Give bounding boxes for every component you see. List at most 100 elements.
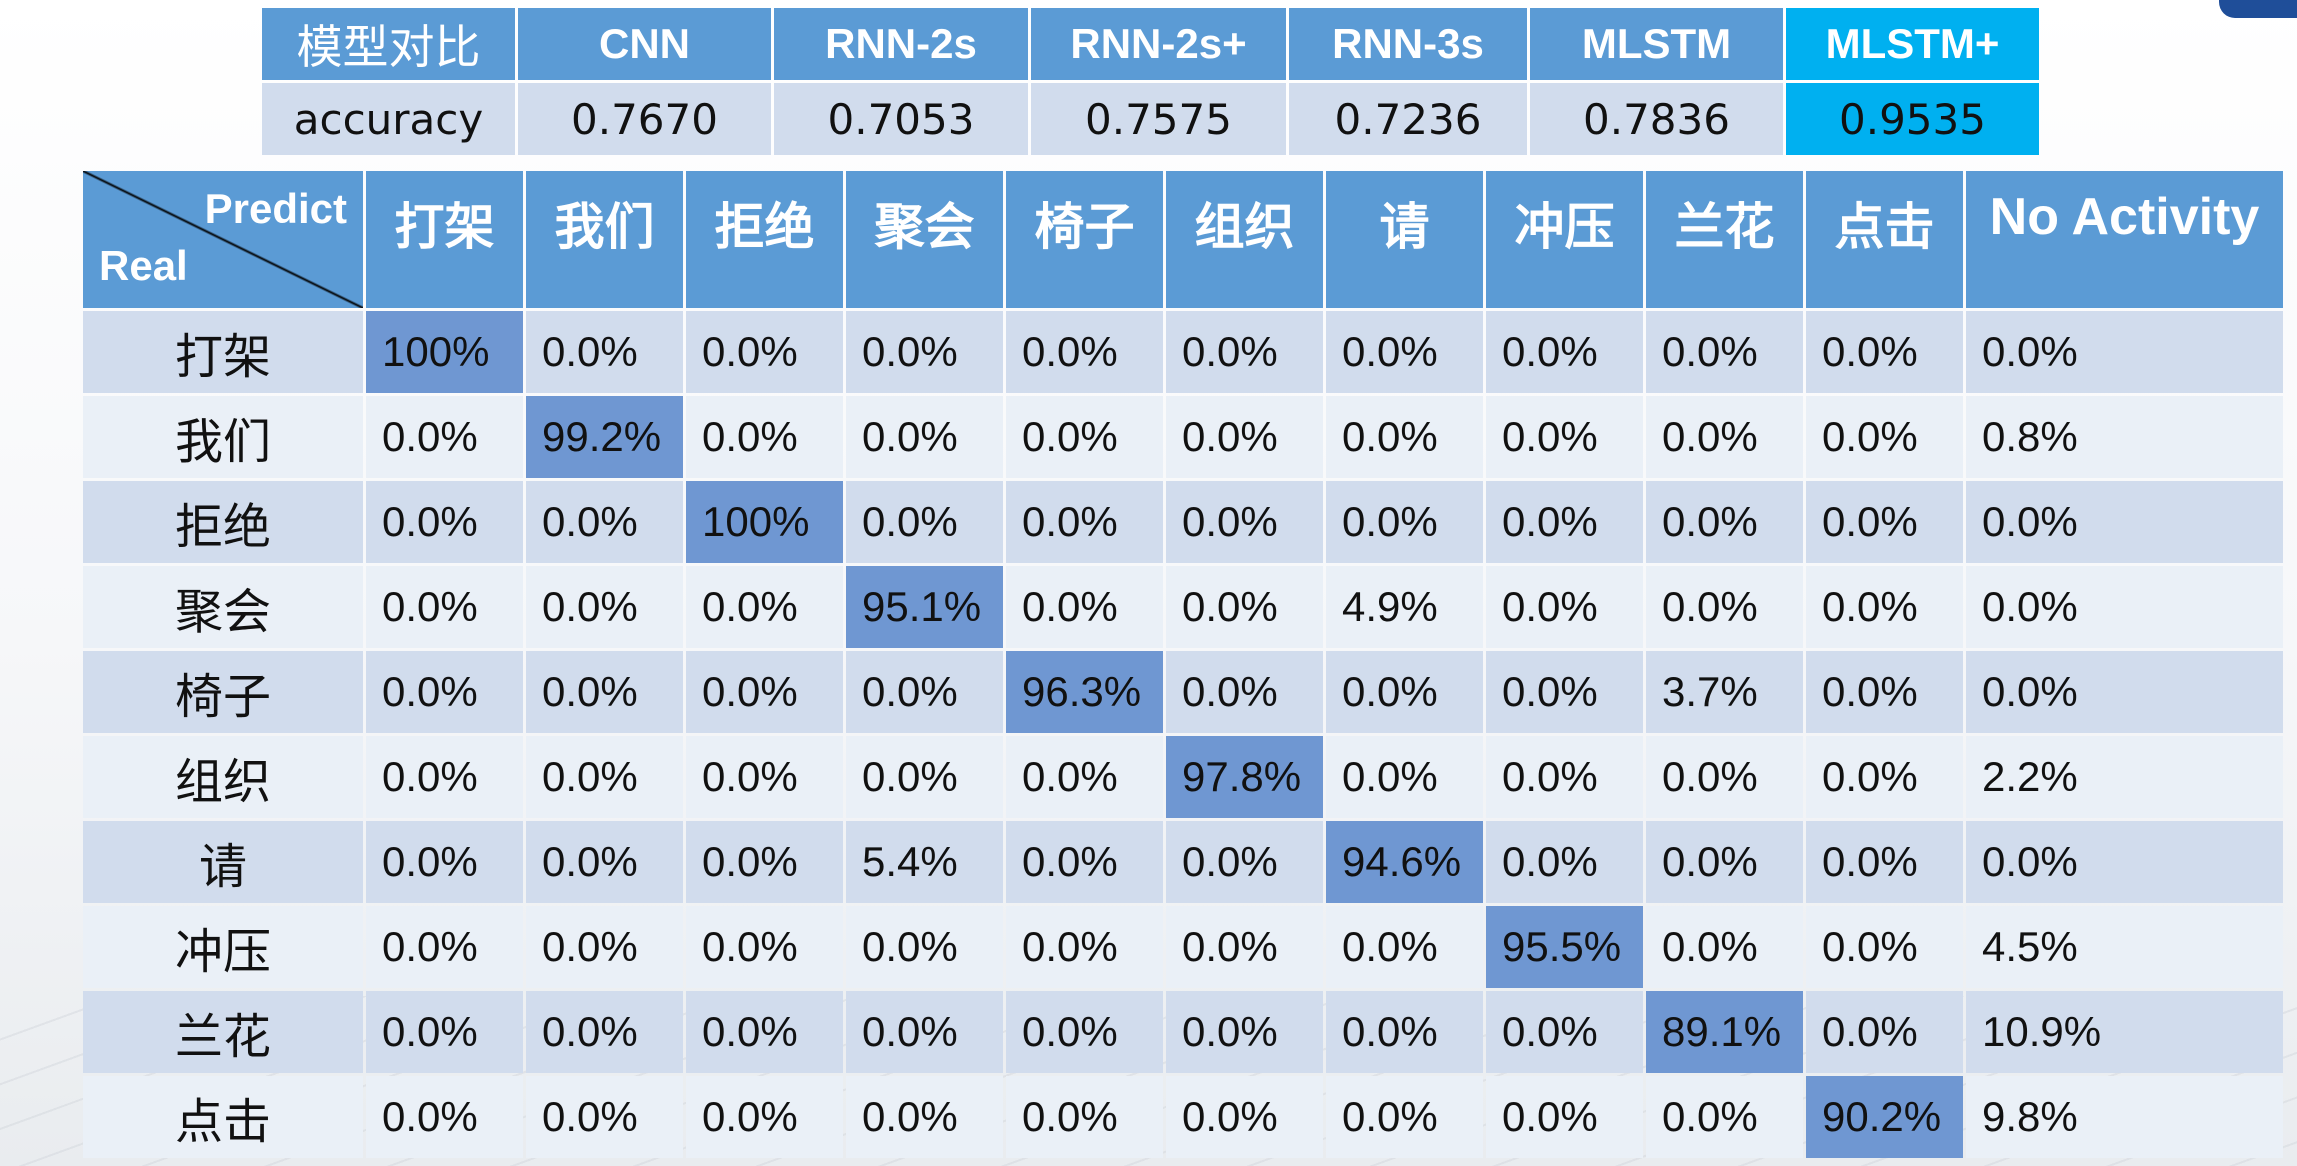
matrix-cell: 0.0% [1326, 311, 1483, 393]
matrix-cell: 0.0% [1806, 906, 1963, 988]
matrix-cell: 0.0% [526, 736, 683, 818]
matrix-cell: 0.0% [1006, 821, 1163, 903]
matrix-cell: 0.0% [526, 991, 683, 1073]
matrix-cell: 0.0% [1806, 651, 1963, 733]
matrix-cell: 0.0% [1006, 481, 1163, 563]
accuracy-value-row: accuracy 0.7670 0.7053 0.7575 0.7236 0.7… [262, 83, 2039, 155]
matrix-cell: 0.0% [1166, 651, 1323, 733]
real-axis-label: Real [99, 242, 188, 289]
matrix-header-row: Predict Real 打架 我们 拒绝 聚会 椅子 组织 请 冲压 兰花 点… [83, 171, 2283, 308]
matrix-cell-correct: 96.3% [1006, 651, 1163, 733]
matrix-cell: 0.0% [1966, 651, 2283, 733]
matrix-cell: 0.0% [1486, 821, 1643, 903]
matrix-cell: 0.0% [686, 906, 843, 988]
matrix-cell: 0.0% [1166, 481, 1323, 563]
matrix-cell: 0.8% [1966, 396, 2283, 478]
matrix-cell: 0.0% [686, 821, 843, 903]
matrix-cell: 0.0% [366, 566, 523, 648]
matrix-cell: 0.0% [1806, 566, 1963, 648]
matrix-row: 我们 0.0% 99.2% 0.0% 0.0% 0.0% 0.0% 0.0% 0.0% 0.0% 0… [83, 396, 2283, 478]
matrix-cell: 0.0% [686, 736, 843, 818]
matrix-cell: 0.0% [526, 821, 683, 903]
matrix-row: 组织 0.0% 0.0% 0.0% 0.0% 0.0% 97.8% 0.0% 0.0% 0.0% 0… [83, 736, 2283, 818]
matrix-row: 打架 100% 0.0% 0.0% 0.0% 0.0% 0.0% 0.0% 0.0% 0.0% 0.… [83, 311, 2283, 393]
matrix-cell: 0.0% [686, 991, 843, 1073]
predict-column-header: 组织 [1166, 171, 1323, 308]
predict-column-header: No Activity [1966, 171, 2283, 308]
model-comparison-label: 模型对比 [262, 8, 515, 80]
matrix-cell: 0.0% [526, 566, 683, 648]
matrix-cell: 0.0% [1006, 311, 1163, 393]
corner-accent-shape [2219, 0, 2297, 18]
matrix-cell: 0.0% [1326, 991, 1483, 1073]
predict-column-header: 点击 [1806, 171, 1963, 308]
matrix-cell: 0.0% [846, 991, 1003, 1073]
matrix-cell: 0.0% [1486, 1076, 1643, 1158]
matrix-cell: 0.0% [1486, 991, 1643, 1073]
matrix-cell: 0.0% [366, 736, 523, 818]
matrix-cell: 0.0% [1486, 396, 1643, 478]
matrix-row: 点击 0.0% 0.0% 0.0% 0.0% 0.0% 0.0% 0.0% 0.0% 0.0% 90… [83, 1076, 2283, 1158]
real-row-label: 点击 [83, 1076, 363, 1158]
accuracy-value-cnn: 0.7670 [518, 83, 771, 155]
matrix-cell-correct: 99.2% [526, 396, 683, 478]
model-header-cnn: CNN [518, 8, 771, 80]
model-header-mlstm: MLSTM [1530, 8, 1783, 80]
accuracy-value-rnn-3s: 0.7236 [1289, 83, 1527, 155]
matrix-cell: 0.0% [366, 651, 523, 733]
predict-column-header: 打架 [366, 171, 523, 308]
real-row-label: 拒绝 [83, 481, 363, 563]
matrix-cell-correct: 90.2% [1806, 1076, 1963, 1158]
matrix-cell: 0.0% [1166, 1076, 1323, 1158]
real-row-label: 我们 [83, 396, 363, 478]
matrix-cell: 2.2% [1966, 736, 2283, 818]
matrix-cell: 0.0% [366, 1076, 523, 1158]
model-header-rnn-2s: RNN-2s [774, 8, 1028, 80]
matrix-cell: 0.0% [1966, 481, 2283, 563]
real-row-label: 兰花 [83, 991, 363, 1073]
real-row-label: 聚会 [83, 566, 363, 648]
matrix-cell: 0.0% [1166, 396, 1323, 478]
matrix-cell: 0.0% [1646, 566, 1803, 648]
matrix-cell-correct: 95.5% [1486, 906, 1643, 988]
matrix-cell: 0.0% [1646, 821, 1803, 903]
matrix-cell: 0.0% [366, 481, 523, 563]
matrix-cell: 0.0% [1006, 396, 1163, 478]
matrix-cell: 0.0% [1966, 821, 2283, 903]
matrix-cell: 3.7% [1646, 651, 1803, 733]
matrix-cell-correct: 97.8% [1166, 736, 1323, 818]
matrix-cell: 0.0% [1646, 1076, 1803, 1158]
matrix-cell: 10.9% [1966, 991, 2283, 1073]
predict-column-header: 兰花 [1646, 171, 1803, 308]
predict-column-header: 冲压 [1486, 171, 1643, 308]
confusion-matrix-table: Predict Real 打架 我们 拒绝 聚会 椅子 组织 请 冲压 兰花 点… [80, 168, 2286, 1161]
matrix-cell: 0.0% [1166, 821, 1323, 903]
matrix-cell: 0.0% [1806, 736, 1963, 818]
matrix-cell: 0.0% [1486, 481, 1643, 563]
matrix-cell: 0.0% [366, 991, 523, 1073]
matrix-cell: 0.0% [526, 481, 683, 563]
matrix-cell: 4.5% [1966, 906, 2283, 988]
matrix-cell: 0.0% [1646, 396, 1803, 478]
matrix-cell: 0.0% [1806, 311, 1963, 393]
model-header-rnn-2s-plus: RNN-2s+ [1031, 8, 1286, 80]
matrix-cell: 0.0% [1166, 991, 1323, 1073]
matrix-cell: 9.8% [1966, 1076, 2283, 1158]
matrix-cell: 0.0% [1006, 906, 1163, 988]
matrix-cell: 0.0% [1326, 906, 1483, 988]
matrix-cell: 0.0% [1966, 566, 2283, 648]
matrix-cell: 0.0% [1166, 566, 1323, 648]
matrix-cell: 0.0% [1006, 991, 1163, 1073]
matrix-cell: 0.0% [1006, 736, 1163, 818]
matrix-cell: 0.0% [1326, 481, 1483, 563]
matrix-cell: 0.0% [1486, 566, 1643, 648]
accuracy-row-label: accuracy [262, 83, 515, 155]
matrix-cell: 0.0% [526, 906, 683, 988]
predict-axis-label: Predict [204, 185, 347, 232]
matrix-cell: 0.0% [1326, 396, 1483, 478]
matrix-row: 拒绝 0.0% 0.0% 100% 0.0% 0.0% 0.0% 0.0% 0.0% 0.0% 0.… [83, 481, 2283, 563]
matrix-cell: 0.0% [366, 396, 523, 478]
matrix-cell: 0.0% [846, 1076, 1003, 1158]
matrix-cell: 0.0% [1646, 311, 1803, 393]
matrix-corner-cell: Predict Real [83, 171, 363, 308]
